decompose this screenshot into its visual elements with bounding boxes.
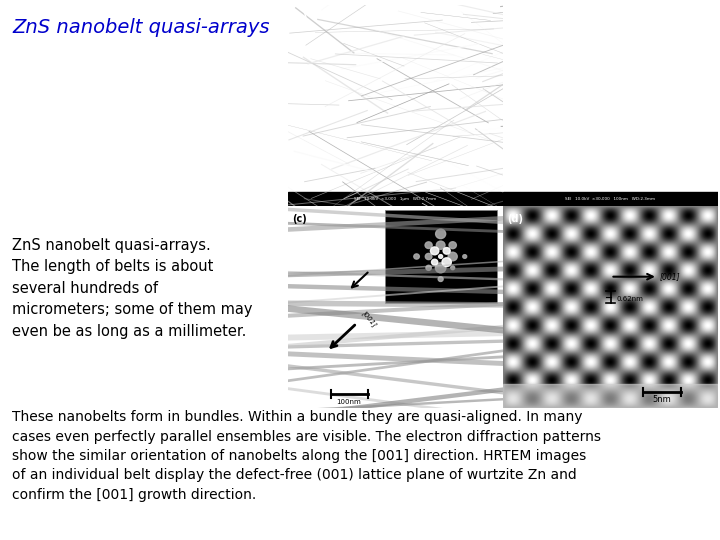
Circle shape [449, 242, 456, 248]
Bar [503, 384, 718, 408]
Circle shape [448, 252, 457, 261]
Circle shape [425, 242, 432, 248]
Text: SEI   10.0kV  ×30,000   100nm   WD:2.3mm: SEI 10.0kV ×30,000 100nm WD:2.3mm [565, 197, 656, 201]
Circle shape [442, 258, 451, 267]
Text: [001]: [001] [660, 272, 680, 281]
Text: (a): (a) [292, 13, 308, 23]
Circle shape [436, 241, 445, 249]
Text: 5nm: 5nm [653, 395, 672, 404]
Text: [001]: [001] [361, 310, 379, 329]
Bar [288, 192, 503, 206]
Circle shape [414, 254, 419, 259]
Bar [384, 210, 497, 303]
Circle shape [438, 277, 443, 281]
Circle shape [436, 263, 446, 273]
Circle shape [431, 247, 438, 255]
Circle shape [463, 255, 467, 258]
Text: (c): (c) [292, 214, 307, 224]
Circle shape [431, 259, 438, 265]
Circle shape [436, 229, 446, 239]
Text: (b): (b) [508, 13, 523, 23]
Circle shape [438, 255, 443, 258]
Text: SEI   10.0kV  ×3,000   1μm   WD:2.7mm: SEI 10.0kV ×3,000 1μm WD:2.7mm [354, 197, 436, 201]
Text: (d): (d) [508, 214, 523, 224]
Circle shape [426, 253, 432, 260]
Circle shape [426, 265, 431, 271]
Text: ZnS nanobelt quasi-arrays: ZnS nanobelt quasi-arrays [12, 18, 269, 37]
Text: These nanobelts form in bundles. Within a bundle they are quasi-aligned. In many: These nanobelts form in bundles. Within … [12, 410, 601, 502]
Circle shape [443, 247, 450, 254]
Circle shape [451, 266, 454, 269]
Text: ZnS nanobelt quasi-arrays.
The length of belts is about
several hundreds of
micr: ZnS nanobelt quasi-arrays. The length of… [12, 238, 253, 339]
Text: 0.62nm: 0.62nm [617, 296, 644, 302]
Text: 100nm: 100nm [336, 399, 361, 405]
Bar [503, 192, 718, 206]
